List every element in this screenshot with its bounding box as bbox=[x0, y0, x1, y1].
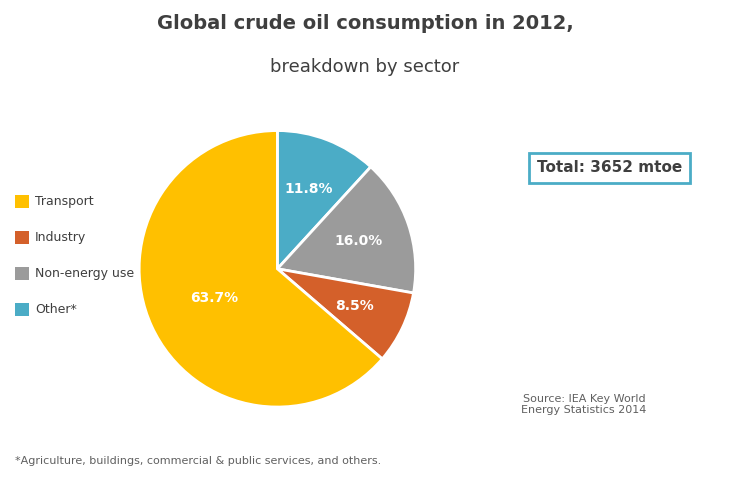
Wedge shape bbox=[277, 167, 415, 293]
Text: breakdown by sector: breakdown by sector bbox=[270, 58, 460, 76]
Text: 8.5%: 8.5% bbox=[336, 299, 374, 312]
Text: 63.7%: 63.7% bbox=[191, 290, 239, 305]
Text: Global crude oil consumption in 2012,: Global crude oil consumption in 2012, bbox=[157, 14, 573, 34]
Text: 11.8%: 11.8% bbox=[284, 182, 333, 196]
Text: Transport: Transport bbox=[35, 195, 93, 208]
Text: *Agriculture, buildings, commercial & public services, and others.: *Agriculture, buildings, commercial & pu… bbox=[15, 456, 381, 466]
Wedge shape bbox=[139, 131, 383, 407]
Text: 16.0%: 16.0% bbox=[334, 234, 383, 248]
Text: Other*: Other* bbox=[35, 303, 77, 316]
Text: Industry: Industry bbox=[35, 231, 86, 244]
Text: Total: 3652 mtoe: Total: 3652 mtoe bbox=[537, 160, 682, 176]
Wedge shape bbox=[277, 131, 371, 269]
Wedge shape bbox=[277, 269, 413, 359]
Text: Source: IEA Key World
Energy Statistics 2014: Source: IEA Key World Energy Statistics … bbox=[521, 394, 647, 415]
Text: Non-energy use: Non-energy use bbox=[35, 267, 134, 280]
